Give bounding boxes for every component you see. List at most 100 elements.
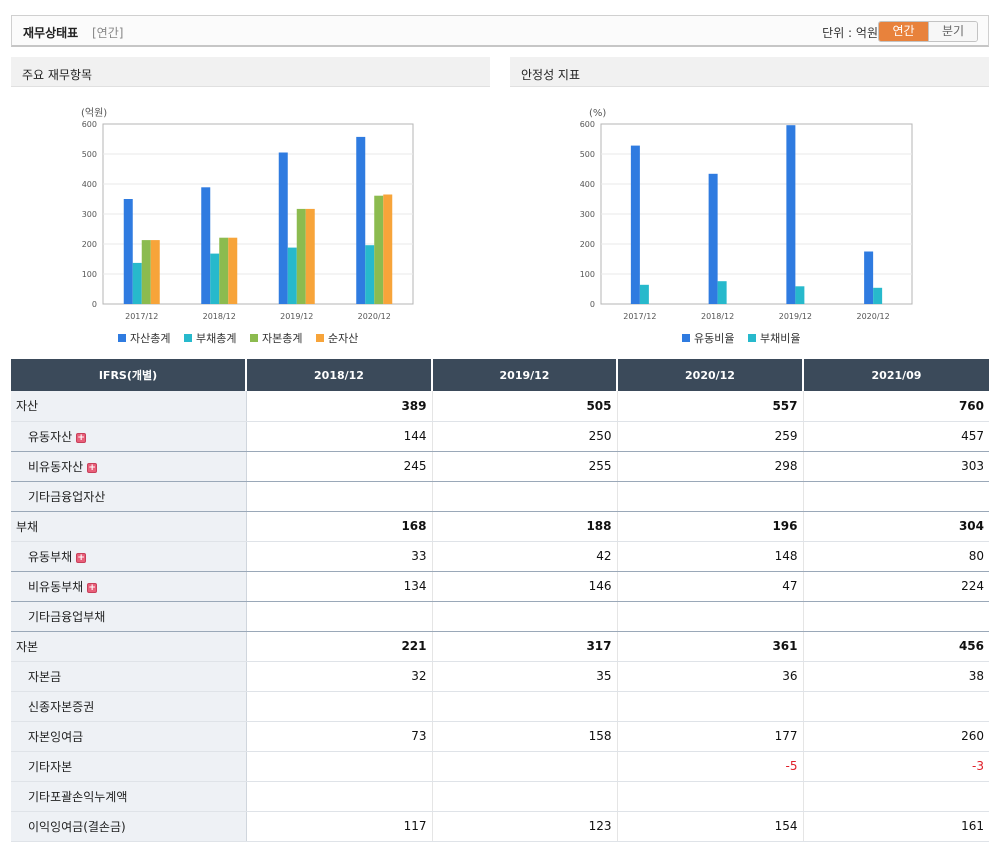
table-row: 기타자본 -5 -3 (11, 751, 989, 782)
table-row: 자본 221 317 361 456 (11, 631, 989, 662)
value-cell: 389 (246, 391, 433, 422)
x-tick-label: 2020/12 (358, 312, 391, 321)
row-label: 기타금융업부채 (28, 609, 106, 624)
y-tick-label: 300 (580, 210, 595, 219)
value-cell (803, 481, 989, 512)
bar (786, 125, 796, 304)
value-cell: 304 (803, 511, 989, 542)
legend-label[interactable]: 유동비율 (694, 332, 734, 345)
row-label: 신종자본증권 (28, 699, 95, 714)
bar (141, 240, 151, 304)
y-tick-label: 600 (82, 120, 97, 129)
bar (639, 284, 649, 304)
bar (708, 173, 718, 304)
bar (287, 247, 297, 304)
column-header: 2018/12 (246, 359, 433, 391)
table-row: 기타포괄손익누계액 (11, 781, 989, 812)
value-cell: 245 (246, 451, 433, 482)
major-items-chart: (억원) 0 100 200 300 400 500 600 2017/12 2018/12 201… (81, 107, 414, 345)
major-items-title: 주요 재무항목 (22, 68, 93, 82)
statement-header: 재무상태표 [연간] 단위 : 억원 연간 분기 (11, 15, 989, 47)
bar (864, 251, 874, 304)
stability-header: 안정성 지표 (510, 57, 989, 87)
legend-swatch (316, 334, 324, 342)
expand-plus-icon[interactable]: + (87, 462, 98, 473)
period-subtitle: [연간] (92, 26, 124, 40)
value-cell: 148 (617, 541, 804, 572)
y-tick-label: 200 (580, 240, 595, 249)
stability-panel: 안정성 지표 (%) 0 100 200 300 400 500 600 2017/12 2018… (510, 57, 989, 355)
row-label: 유동부채 (28, 549, 73, 564)
row-label-cell: 기타포괄손익누계액 (11, 781, 247, 812)
bar (201, 187, 211, 304)
quarter-toggle-button[interactable]: 분기 (928, 22, 977, 41)
row-label-cell: 자본금 (11, 661, 247, 692)
value-cell: 73 (246, 721, 433, 752)
legend-label[interactable]: 자본총계 (262, 332, 302, 345)
bar (278, 152, 288, 304)
value-cell: 146 (432, 571, 618, 602)
bar (123, 199, 133, 304)
bar (717, 281, 727, 304)
row-label: 유동자산 (28, 429, 73, 444)
column-header: 2020/12 (617, 359, 804, 391)
row-label-cell: 유동부채 + (11, 541, 247, 572)
y-tick-label: 100 (580, 270, 595, 279)
x-tick-label: 2020/12 (857, 312, 890, 321)
bar (132, 262, 142, 304)
row-label-cell: 유동자산 + (11, 421, 247, 452)
row-label-cell: 신종자본증권 (11, 691, 247, 722)
x-tick-label: 2019/12 (779, 312, 812, 321)
y-tick-label: 600 (580, 120, 595, 129)
x-tick-label: 2019/12 (280, 312, 313, 321)
y-tick-label: 400 (82, 180, 97, 189)
y-tick-label: 200 (82, 240, 97, 249)
value-cell: 259 (617, 421, 804, 452)
legend-label[interactable]: 부채비율 (760, 332, 800, 345)
legend-label[interactable]: 부채총계 (196, 332, 236, 345)
value-cell: 33 (246, 541, 433, 572)
value-cell: 36 (617, 661, 804, 692)
legend-swatch (682, 334, 690, 342)
legend-label[interactable]: 자산총계 (130, 332, 170, 345)
value-cell: 505 (432, 391, 618, 422)
value-cell (617, 691, 804, 722)
y-tick-label: 0 (92, 300, 97, 309)
value-cell: 255 (432, 451, 618, 482)
expand-plus-icon[interactable]: + (76, 432, 87, 443)
x-tick-label: 2018/12 (701, 312, 734, 321)
value-cell (246, 601, 433, 632)
bar (210, 253, 220, 304)
value-cell (432, 481, 618, 512)
value-cell (803, 601, 989, 632)
value-cell: 117 (246, 811, 433, 842)
row-label: 기타금융업자산 (28, 489, 106, 504)
value-cell: 457 (803, 421, 989, 452)
value-cell: 47 (617, 571, 804, 602)
value-cell: 32 (246, 661, 433, 692)
value-cell: 154 (617, 811, 804, 842)
value-cell: -3 (803, 751, 989, 782)
row-label-cell: 기타금융업자산 (11, 481, 247, 512)
legend-swatch (250, 334, 258, 342)
row-label-cell: 자산 (11, 391, 247, 422)
annual-toggle-button[interactable]: 연간 (879, 22, 928, 41)
legend-label[interactable]: 순자산 (328, 332, 358, 345)
legend-swatch (118, 334, 126, 342)
value-cell: 158 (432, 721, 618, 752)
expand-plus-icon[interactable]: + (87, 582, 98, 593)
table-row: 부채 168 188 196 304 (11, 511, 989, 542)
corner-header: IFRS(개별) (11, 359, 247, 391)
row-label-cell: 이익잉여금(결손금) (11, 811, 247, 842)
table-row: 자본금 32 35 36 38 (11, 661, 989, 692)
table-row: 기타금융업자산 (11, 481, 989, 512)
row-label-cell: 부채 (11, 511, 247, 542)
row-label: 자본 (16, 639, 39, 654)
bar (356, 136, 366, 304)
expand-plus-icon[interactable]: + (76, 552, 87, 563)
row-label: 자산 (16, 399, 39, 414)
x-tick-label: 2018/12 (203, 312, 236, 321)
bar (795, 286, 805, 304)
x-tick-label: 2017/12 (125, 312, 158, 321)
row-label-cell: 자본잉여금 (11, 721, 247, 752)
